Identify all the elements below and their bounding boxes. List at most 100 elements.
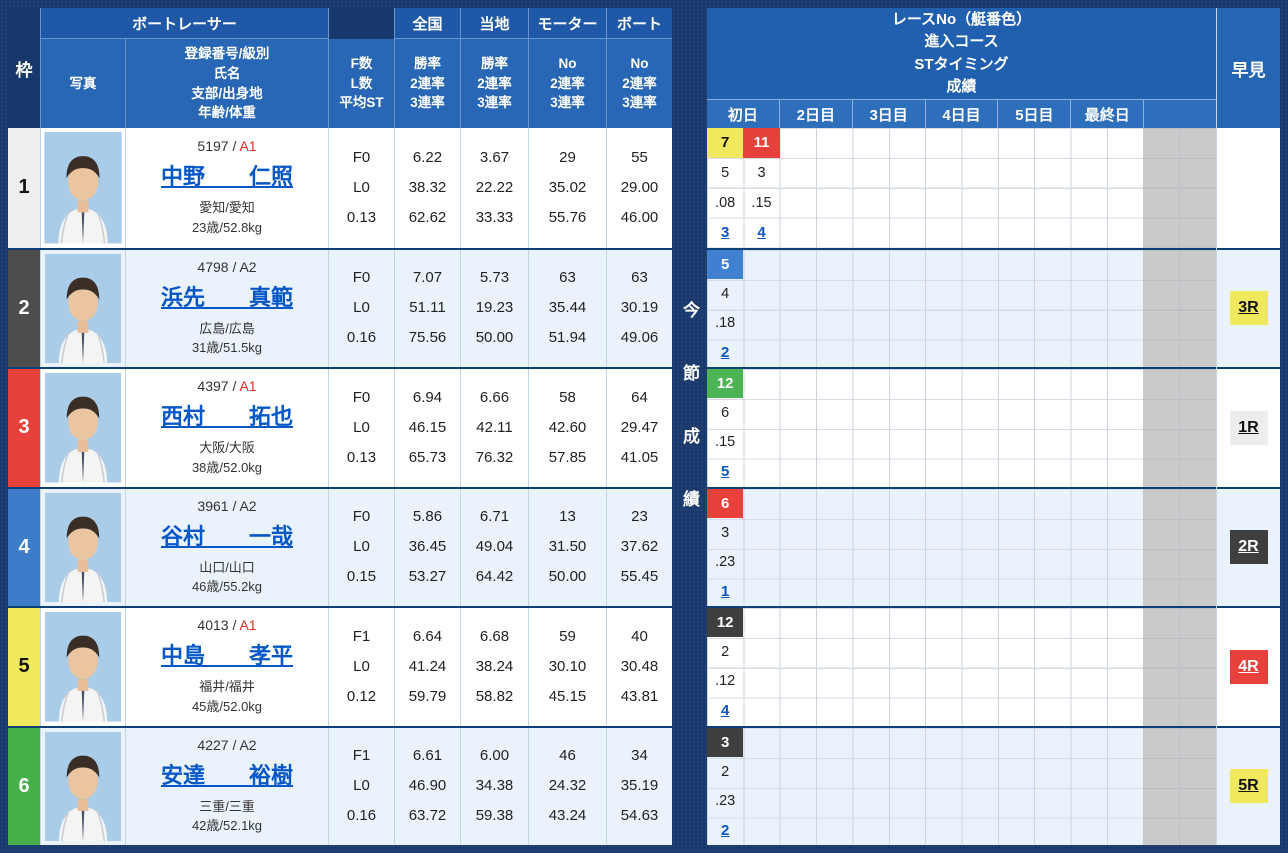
national-stats: 6.94 46.15 65.73	[394, 369, 460, 487]
quick-view-race-badge[interactable]: 4R	[1229, 649, 1268, 684]
day-header-row: 初日 2日目 3日目 4日目 5日目 最終日	[707, 100, 1216, 128]
entry-course-cell: 4	[721, 285, 730, 302]
quick-view-race-badge[interactable]: 5R	[1229, 769, 1268, 804]
racer-age-weight: 31歳/51.5kg	[191, 340, 263, 356]
national-stats: 6.64 41.24 59.79	[394, 608, 460, 726]
race-grid-body: 7 5 .08 3 11 3 .15 4 5 4 .18	[707, 128, 1216, 845]
reg-separator: /	[228, 138, 240, 155]
race-no-cell: 12	[707, 369, 744, 399]
national-group-header: 全国	[394, 8, 460, 39]
boat-rates-header: No 2連率 3連率	[606, 39, 672, 128]
racer-row: 4 3961 / A2 谷村 一哉 山口/山口 46歳/55.2kg F0 L0 0…	[8, 486, 672, 606]
local-stats: 6.71 49.04 64.42	[460, 488, 528, 606]
racer-row: 1 5197 / A1 中野 仁照 愛知/愛知 23歳/52.8kg F0 L0 0…	[8, 128, 672, 248]
racer-name-link[interactable]: 中野 仁照	[160, 164, 293, 190]
st-timing-cell: .18	[715, 314, 736, 331]
frame-number: 2	[8, 249, 40, 367]
racer-photo	[40, 128, 125, 248]
boat-stats: 63 30.19 49.06	[606, 249, 672, 367]
racer-photo	[40, 369, 125, 487]
day-header-day2: 2日目	[778, 100, 852, 128]
frame-number: 5	[8, 608, 40, 726]
st-timing-cell: .15	[751, 194, 772, 211]
result-link[interactable]: 4	[721, 702, 730, 720]
boat-stats: 40 30.48 43.81	[606, 608, 672, 726]
racer-info-column-header: 登録番号/級別 氏名 支部/出身地 年齢/体重	[125, 39, 328, 128]
motor-rates-header: No 2連率 3連率	[528, 39, 606, 128]
national-rates-header: 勝率 2連率 3連率	[394, 39, 460, 128]
frame-column-header: 枠	[8, 8, 40, 128]
fl-st-column-header: F数 L数 平均ST	[328, 39, 394, 128]
entry-course-cell: 3	[721, 524, 730, 541]
quick-view-column: 早見 3R 1R 2R 4R 5R	[1216, 8, 1280, 845]
motor-stats: 59 30.10 45.15	[528, 608, 606, 726]
quick-view-race-badge[interactable]: 1R	[1229, 410, 1268, 445]
reg-separator: /	[228, 617, 240, 634]
racer-info: 4013 / A1 中島 孝平 福井/福井 45歳/52.0kg	[125, 608, 328, 726]
closed-days-band	[1143, 369, 1216, 487]
fl-st-stats: F1 L0 0.12	[328, 608, 394, 726]
racer-branch: 愛知/愛知	[199, 200, 255, 216]
racer-name-link[interactable]: 浜先 真範	[160, 284, 293, 310]
entry-course-cell: 6	[721, 405, 730, 422]
race-info-header: レースNo（艇番色） 進入コース STタイミング 成績	[707, 8, 1216, 100]
current-series-results-strip: 今節成績	[672, 8, 707, 845]
result-link[interactable]: 5	[721, 463, 730, 481]
race-no-cell: 5	[707, 249, 744, 279]
racer-info: 4227 / A2 安達 裕樹 三重/三重 42歳/52.1kg	[125, 727, 328, 845]
racer-table-header: 枠 ボートレーサー 全国 当地 モーター ボート 写真 登録番号/級別 氏名 支…	[8, 8, 672, 128]
racer-branch: 広島/広島	[199, 320, 255, 336]
racer-branch: 福井/福井	[199, 679, 255, 695]
racer-reg-number: 5197	[197, 138, 229, 155]
result-link[interactable]: 2	[721, 343, 730, 361]
result-link[interactable]: 1	[721, 582, 730, 600]
boat-stats: 55 29.00 46.00	[606, 128, 672, 248]
racer-info: 3961 / A2 谷村 一哉 山口/山口 46歳/55.2kg	[125, 488, 328, 606]
race-no-cell: 12	[707, 608, 744, 638]
racer-class: A1	[239, 138, 257, 155]
result-link[interactable]: 4	[757, 224, 766, 242]
motor-stats: 13 31.50 50.00	[528, 488, 606, 606]
reg-separator: /	[228, 258, 240, 275]
entry-course-cell: 5	[721, 164, 730, 181]
entry-course-cell: 3	[757, 164, 766, 181]
racer-info: 5197 / A1 中野 仁照 愛知/愛知 23歳/52.8kg	[125, 128, 328, 248]
header-gap	[328, 8, 394, 39]
entry-course-cell: 2	[721, 763, 730, 780]
entry-course-header-line: 進入コース	[924, 33, 999, 50]
st-timing-cell: .23	[715, 792, 736, 809]
racer-name-link[interactable]: 谷村 一哉	[160, 523, 293, 549]
closed-days-band	[1143, 727, 1216, 845]
boat-stats: 34 35.19 54.63	[606, 727, 672, 845]
racer-name-link[interactable]: 西村 拓也	[160, 404, 293, 430]
result-link[interactable]: 3	[721, 224, 730, 242]
st-timing-cell: .08	[715, 194, 736, 211]
quick-view-cell	[1217, 128, 1280, 248]
quick-view-race-badge[interactable]: 2R	[1229, 530, 1268, 565]
reg-separator: /	[228, 378, 240, 395]
race-grid-row: 3 2 .23 2	[707, 725, 1216, 845]
quick-view-race-badge[interactable]: 3R	[1229, 291, 1268, 326]
race-no-cell: 6	[707, 488, 744, 518]
motor-stats: 29 35.02 55.76	[528, 128, 606, 248]
national-stats: 7.07 51.11 75.56	[394, 249, 460, 367]
st-timing-cell: .12	[715, 673, 736, 690]
quick-view-cell: 1R	[1217, 367, 1280, 487]
result-link[interactable]: 2	[721, 821, 730, 839]
fl-st-stats: F0 L0 0.16	[328, 249, 394, 367]
race-no-header-line: レースNo（艇番色）	[891, 10, 1032, 28]
day-header-day3: 3日目	[851, 100, 925, 128]
racer-age-weight: 46歳/55.2kg	[191, 579, 263, 595]
racer-branch: 山口/山口	[199, 559, 255, 575]
racer-class: A1	[239, 378, 257, 395]
motor-stats: 46 24.32 43.24	[528, 727, 606, 845]
racer-row: 5 4013 / A1 中島 孝平 福井/福井 45歳/52.0kg F1 L0 0…	[8, 606, 672, 726]
racer-branch: 大阪/大阪	[199, 440, 255, 456]
race-grid-row: 5 4 .18 2	[707, 247, 1216, 367]
motor-group-header: モーター	[528, 8, 606, 39]
st-timing-header-line: STタイミング	[914, 55, 1009, 73]
racer-name-link[interactable]: 中島 孝平	[160, 643, 293, 669]
racer-table-body: 1 5197 / A1 中野 仁照 愛知/愛知 23歳/52.8kg F0 L0 0…	[8, 128, 672, 845]
racer-table: 枠 ボートレーサー 全国 当地 モーター ボート 写真 登録番号/級別 氏名 支…	[8, 8, 672, 845]
racer-name-link[interactable]: 安達 裕樹	[160, 762, 293, 788]
